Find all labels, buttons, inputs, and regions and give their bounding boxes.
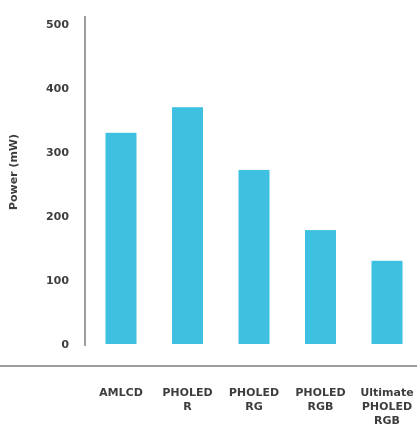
y-tick-label: 0	[61, 338, 69, 351]
bar	[305, 230, 336, 344]
y-tick-label: 500	[46, 18, 69, 31]
y-tick-label: 200	[46, 210, 69, 223]
x-category-label: PHOLED RG	[229, 386, 279, 413]
y-axis-label: Power (mW)	[7, 134, 20, 210]
bars	[105, 107, 403, 344]
x-axis-categories: AMLCD PHOLED R PHOLED RG PHOLED RGB Ultimate PHO…	[99, 386, 414, 427]
y-tick-label: 400	[46, 82, 69, 95]
y-tick-label: 300	[46, 146, 69, 159]
x-category-label: Ultimate PHOLED RGB	[360, 386, 413, 427]
x-category-label: AMLCD	[99, 386, 143, 399]
bar	[172, 107, 203, 344]
x-category-label: PHOLED R	[162, 386, 212, 413]
x-category-label: PHOLED RGB	[295, 386, 345, 413]
bar	[371, 260, 403, 344]
y-axis-ticks: 0 100 200 300 400 500	[46, 18, 69, 351]
y-tick-label: 100	[46, 274, 69, 287]
bar	[105, 132, 137, 344]
bar	[238, 169, 270, 344]
